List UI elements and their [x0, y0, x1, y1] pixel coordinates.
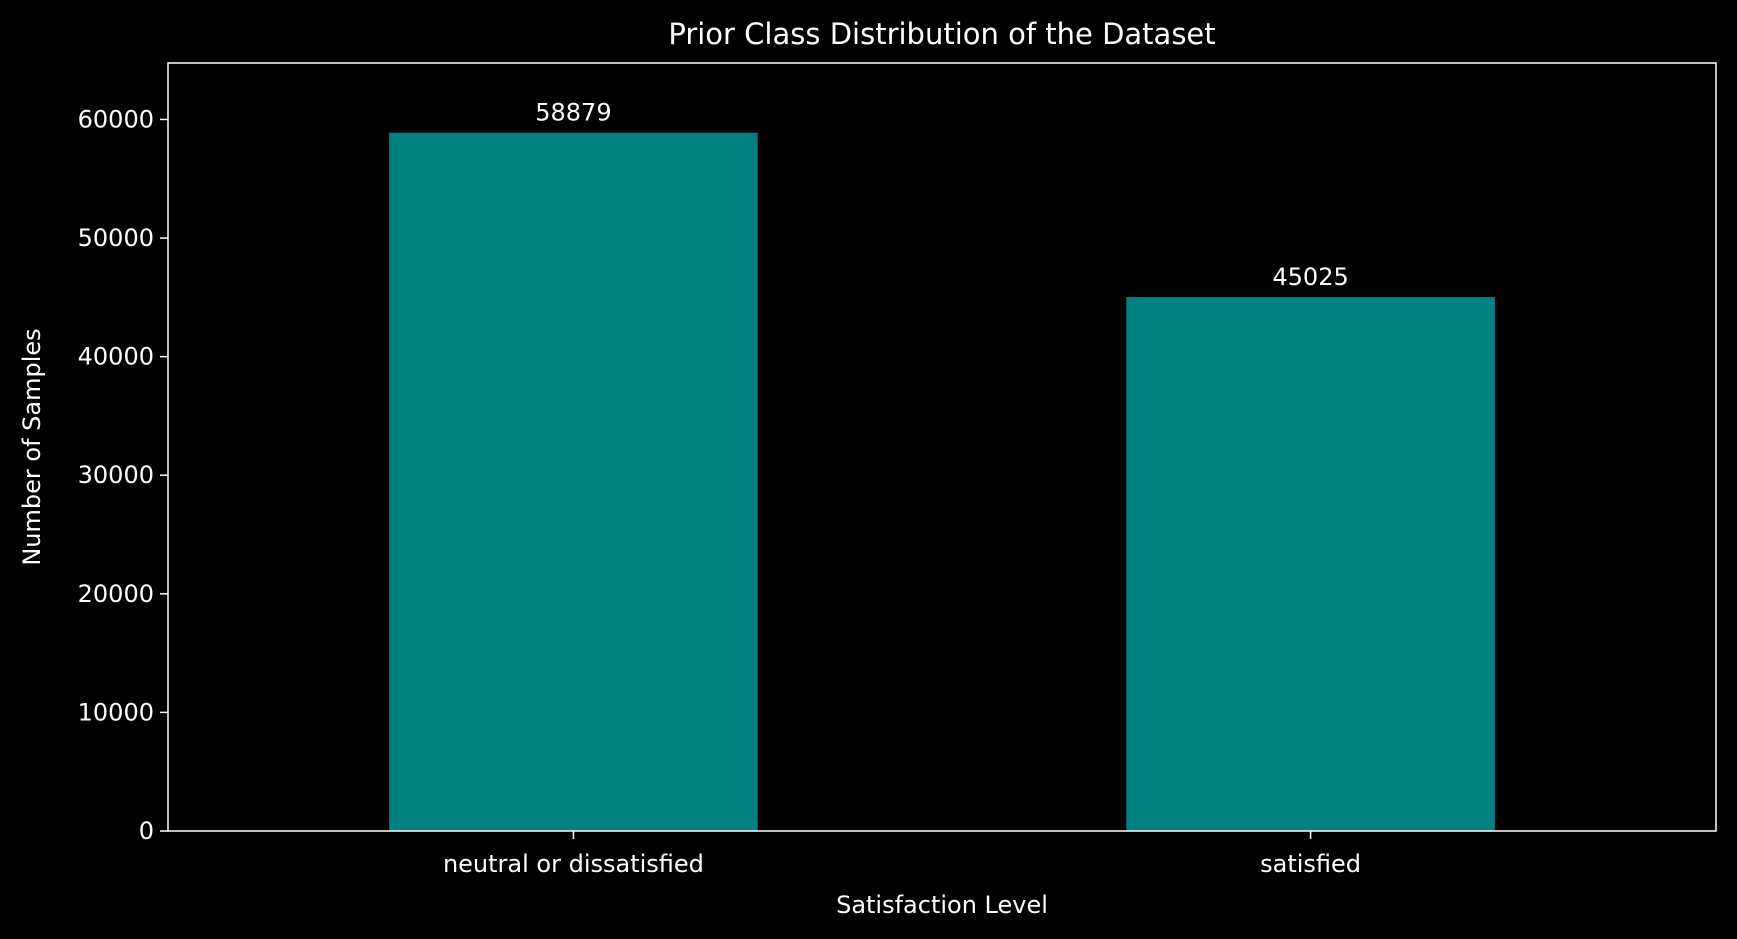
- plot-frame: [167, 62, 1717, 832]
- y-axis-ticks: 0 10000 20000 30000 40000 50000 60000: [78, 105, 168, 845]
- bar: [389, 132, 758, 832]
- y-tick-label: 30000: [78, 461, 154, 489]
- x-tick-label: satisfied: [1260, 850, 1361, 878]
- chart-title: Prior Class Distribution of the Dataset: [668, 17, 1215, 51]
- data-labels-group: 58879 45025: [535, 99, 1349, 291]
- bars-group: [389, 132, 1495, 832]
- y-tick-label: 20000: [78, 580, 154, 608]
- bar-value-label: 58879: [535, 99, 611, 127]
- x-tick-label: neutral or dissatisfied: [443, 850, 704, 878]
- x-axis-ticks: neutral or dissatisfied satisfied: [443, 831, 1361, 878]
- y-tick-label: 50000: [78, 224, 154, 252]
- y-tick-label: 10000: [78, 698, 154, 726]
- x-axis-label: Satisfaction Level: [836, 891, 1048, 919]
- bar: [1126, 297, 1495, 831]
- y-tick-label: 0: [139, 817, 154, 845]
- y-tick-label: 40000: [78, 343, 154, 371]
- y-axis-label: Number of Samples: [18, 328, 46, 565]
- y-tick-label: 60000: [78, 105, 154, 133]
- bar-value-label: 45025: [1272, 263, 1348, 291]
